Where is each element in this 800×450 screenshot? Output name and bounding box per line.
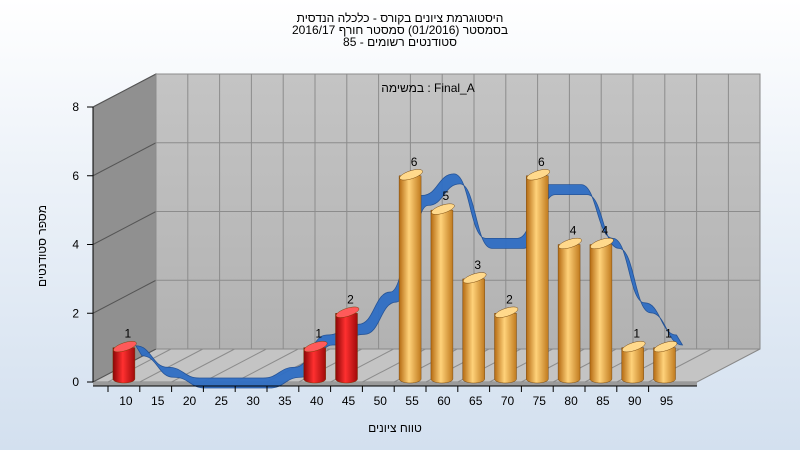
data-label-95: 1 bbox=[665, 327, 672, 341]
bar-body bbox=[303, 347, 326, 384]
data-label-85: 4 bbox=[602, 224, 609, 238]
data-label-55: 6 bbox=[411, 155, 418, 169]
data-label-90: 1 bbox=[633, 327, 640, 341]
x-tick-label: 70 bbox=[501, 394, 515, 408]
bar-body bbox=[557, 244, 581, 384]
data-label-70: 2 bbox=[506, 292, 513, 306]
bar-95 bbox=[653, 341, 678, 384]
x-tick-label: 75 bbox=[533, 394, 547, 408]
x-tick-label: 50 bbox=[374, 394, 388, 408]
chart-subtitle: בסמסטר (01/2016) סמסטר חורף 2016/17 bbox=[291, 23, 509, 37]
bar-90 bbox=[621, 341, 646, 384]
bar-body bbox=[462, 278, 485, 384]
x-tick-label: 10 bbox=[119, 394, 133, 408]
x-axis-title: טווח ציונים bbox=[368, 421, 422, 435]
floor-gridline bbox=[234, 348, 299, 383]
x-tick-label: 65 bbox=[469, 394, 483, 408]
data-label-10: 1 bbox=[125, 327, 132, 341]
x-tick-label: 45 bbox=[342, 394, 356, 408]
y-tick-label: 2 bbox=[72, 306, 79, 320]
bar-body bbox=[398, 175, 422, 384]
bar-top bbox=[463, 272, 487, 284]
bar-top bbox=[590, 237, 614, 250]
data-label-40: 1 bbox=[315, 327, 322, 341]
floor-gridline bbox=[139, 348, 204, 383]
x-tick-label: 85 bbox=[596, 394, 610, 408]
gridline-side bbox=[92, 142, 157, 177]
bar-body bbox=[494, 313, 517, 384]
bar-top bbox=[399, 169, 423, 181]
bar-10 bbox=[112, 341, 137, 384]
gridline-side bbox=[92, 279, 157, 314]
x-tick-label: 35 bbox=[278, 394, 292, 408]
gridline-side bbox=[92, 211, 157, 245]
bar-top bbox=[335, 306, 360, 318]
bar-45 bbox=[335, 306, 360, 384]
bar-top bbox=[653, 341, 678, 353]
bar-55 bbox=[398, 169, 423, 384]
chart-title: היסטוגרמת ציונים בקורס - כלכלה הנדסית bbox=[296, 11, 504, 25]
chart-subtitle-2: סטודנטים רשומים - 85 bbox=[343, 35, 457, 49]
data-label-80: 4 bbox=[570, 224, 577, 238]
bar-40 bbox=[303, 341, 328, 384]
x-tick-label: 95 bbox=[660, 394, 674, 408]
x-tick-label: 30 bbox=[246, 394, 260, 408]
bar-75 bbox=[526, 169, 550, 384]
bar-body bbox=[430, 209, 454, 384]
floor-gridline bbox=[203, 348, 267, 383]
task-annotation: במשימה : Final_A bbox=[381, 81, 475, 95]
frequency-ribbon bbox=[135, 173, 684, 389]
x-tick-label: 80 bbox=[564, 394, 578, 408]
bar-body bbox=[526, 175, 549, 384]
bar-85 bbox=[589, 237, 614, 384]
bar-top bbox=[558, 237, 582, 250]
gridline-side bbox=[92, 73, 157, 108]
x-tick-label: 25 bbox=[215, 394, 229, 408]
y-axis-title: מספר סטודנטים bbox=[35, 205, 49, 287]
bar-body bbox=[112, 347, 136, 384]
bar-top bbox=[431, 203, 455, 215]
bar-top bbox=[526, 169, 550, 181]
bar-body bbox=[621, 347, 644, 384]
bar-top bbox=[113, 341, 137, 353]
bar-body bbox=[653, 347, 676, 384]
bar-top bbox=[494, 306, 519, 318]
bar-body bbox=[589, 244, 613, 384]
bar-80 bbox=[557, 237, 582, 384]
bar-65 bbox=[462, 272, 487, 384]
x-tick-label: 20 bbox=[183, 394, 197, 408]
bar-60 bbox=[430, 203, 455, 384]
data-label-75: 6 bbox=[538, 155, 545, 169]
bar-70 bbox=[494, 306, 519, 384]
y-tick-label: 4 bbox=[72, 238, 79, 252]
bar-body bbox=[335, 313, 358, 384]
data-label-60: 5 bbox=[443, 189, 450, 203]
x-tick-label: 60 bbox=[437, 394, 451, 408]
data-label-45: 2 bbox=[347, 292, 354, 306]
x-tick-label: 40 bbox=[310, 394, 324, 408]
y-tick-label: 8 bbox=[72, 100, 79, 114]
chart-titles: היסטוגרמת ציונים בקורס - כלכלה הנדסית בס… bbox=[0, 12, 800, 48]
bar-top bbox=[304, 341, 328, 353]
y-tick-label: 0 bbox=[72, 375, 79, 389]
x-tick-label: 90 bbox=[628, 394, 642, 408]
x-tick-label: 55 bbox=[405, 394, 419, 408]
data-label-65: 3 bbox=[474, 258, 481, 272]
bar-top bbox=[622, 341, 646, 353]
y-tick-label: 6 bbox=[72, 169, 79, 183]
x-tick-label: 15 bbox=[151, 394, 165, 408]
